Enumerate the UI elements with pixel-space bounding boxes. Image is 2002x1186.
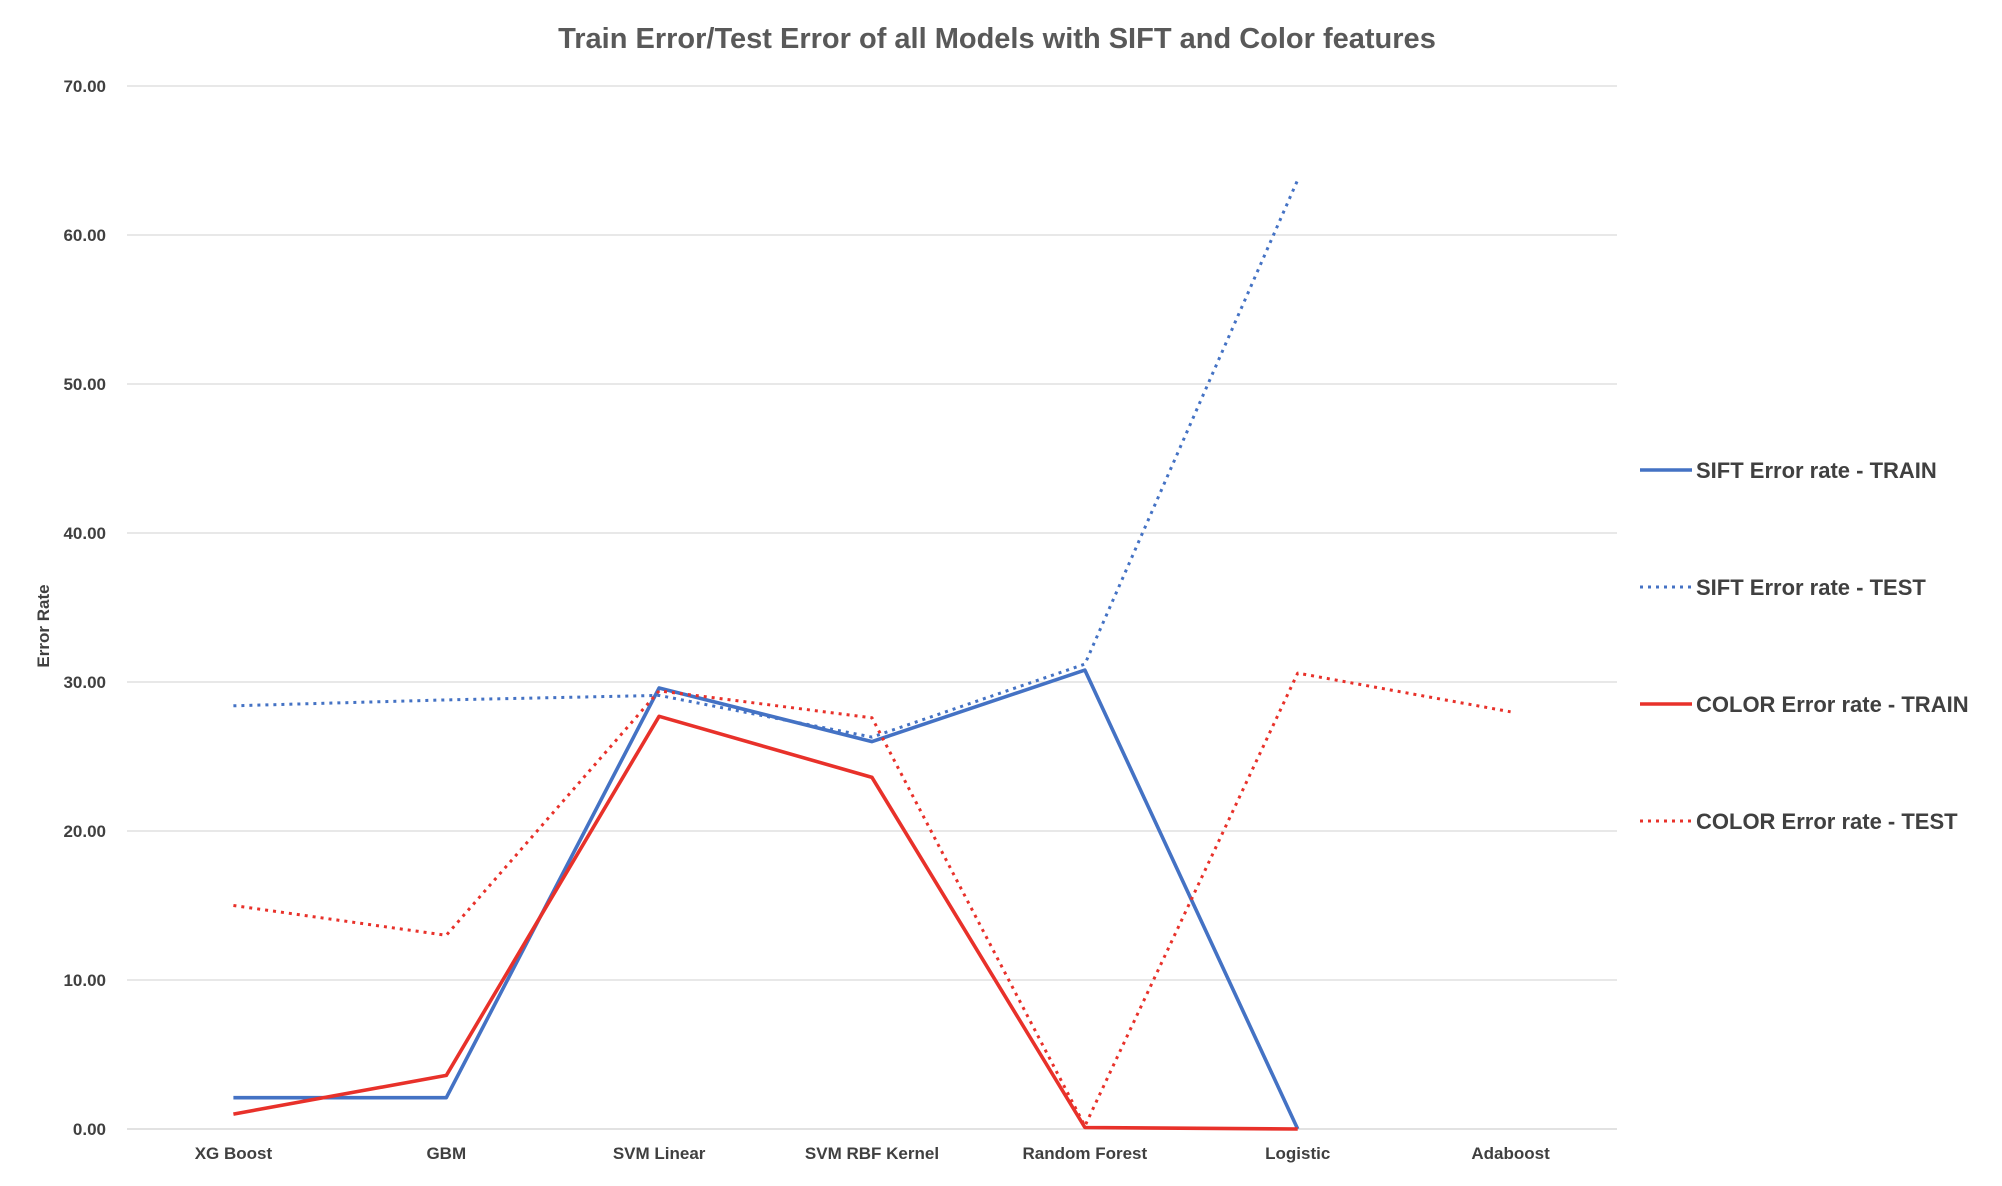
legend: SIFT Error rate - TRAIN SIFT Error rate -… xyxy=(1640,458,1969,834)
series-lines xyxy=(233,179,1511,1131)
y-axis-tick-labels: 0.00 10.00 20.00 30.00 40.00 50.00 60.00 70.00 xyxy=(63,77,106,1139)
legend-item: COLOR Error rate - TEST xyxy=(1640,809,1958,834)
series-line-path xyxy=(233,671,1511,1128)
y-tick-label: 40.00 xyxy=(63,524,106,543)
x-tick-label: Adaboost xyxy=(1471,1144,1550,1163)
y-axis-title: Error Rate xyxy=(34,584,53,667)
series-line-path xyxy=(233,668,1300,1130)
x-tick-label: Logistic xyxy=(1265,1144,1330,1163)
y-tick-label: 20.00 xyxy=(63,822,106,841)
legend-item: SIFT Error rate - TEST xyxy=(1640,575,1926,600)
y-tick-label: 60.00 xyxy=(63,226,106,245)
series-line-path xyxy=(233,714,1298,1131)
y-tick-label: 30.00 xyxy=(63,673,106,692)
series-line xyxy=(233,668,1300,1130)
x-tick-label: GBM xyxy=(426,1144,466,1163)
x-tick-label: XG Boost xyxy=(195,1144,273,1163)
legend-label: COLOR Error rate - TRAIN xyxy=(1696,692,1969,717)
series-line xyxy=(233,179,1300,739)
x-tick-label: SVM RBF Kernel xyxy=(805,1144,939,1163)
gridlines xyxy=(127,85,1617,981)
legend-item: SIFT Error rate - TRAIN xyxy=(1640,458,1937,483)
x-tick-label: SVM Linear xyxy=(613,1144,706,1163)
series-line xyxy=(233,671,1511,1128)
series-line-path xyxy=(233,179,1300,739)
chart-title: Train Error/Test Error of all Models wit… xyxy=(558,23,1436,55)
legend-label: COLOR Error rate - TEST xyxy=(1696,809,1958,834)
legend-label: SIFT Error rate - TEST xyxy=(1696,575,1926,600)
y-tick-label: 10.00 xyxy=(63,971,106,990)
y-tick-label: 0.00 xyxy=(73,1120,106,1139)
legend-label: SIFT Error rate - TRAIN xyxy=(1696,458,1937,483)
y-tick-label: 70.00 xyxy=(63,77,106,96)
series-line xyxy=(233,714,1298,1131)
y-tick-label: 50.00 xyxy=(63,375,106,394)
legend-item: COLOR Error rate - TRAIN xyxy=(1640,692,1969,717)
x-tick-label: Random Forest xyxy=(1023,1144,1148,1163)
x-axis-tick-labels: XG Boost GBM SVM Linear SVM RBF Kernel Rando… xyxy=(195,1144,1550,1163)
